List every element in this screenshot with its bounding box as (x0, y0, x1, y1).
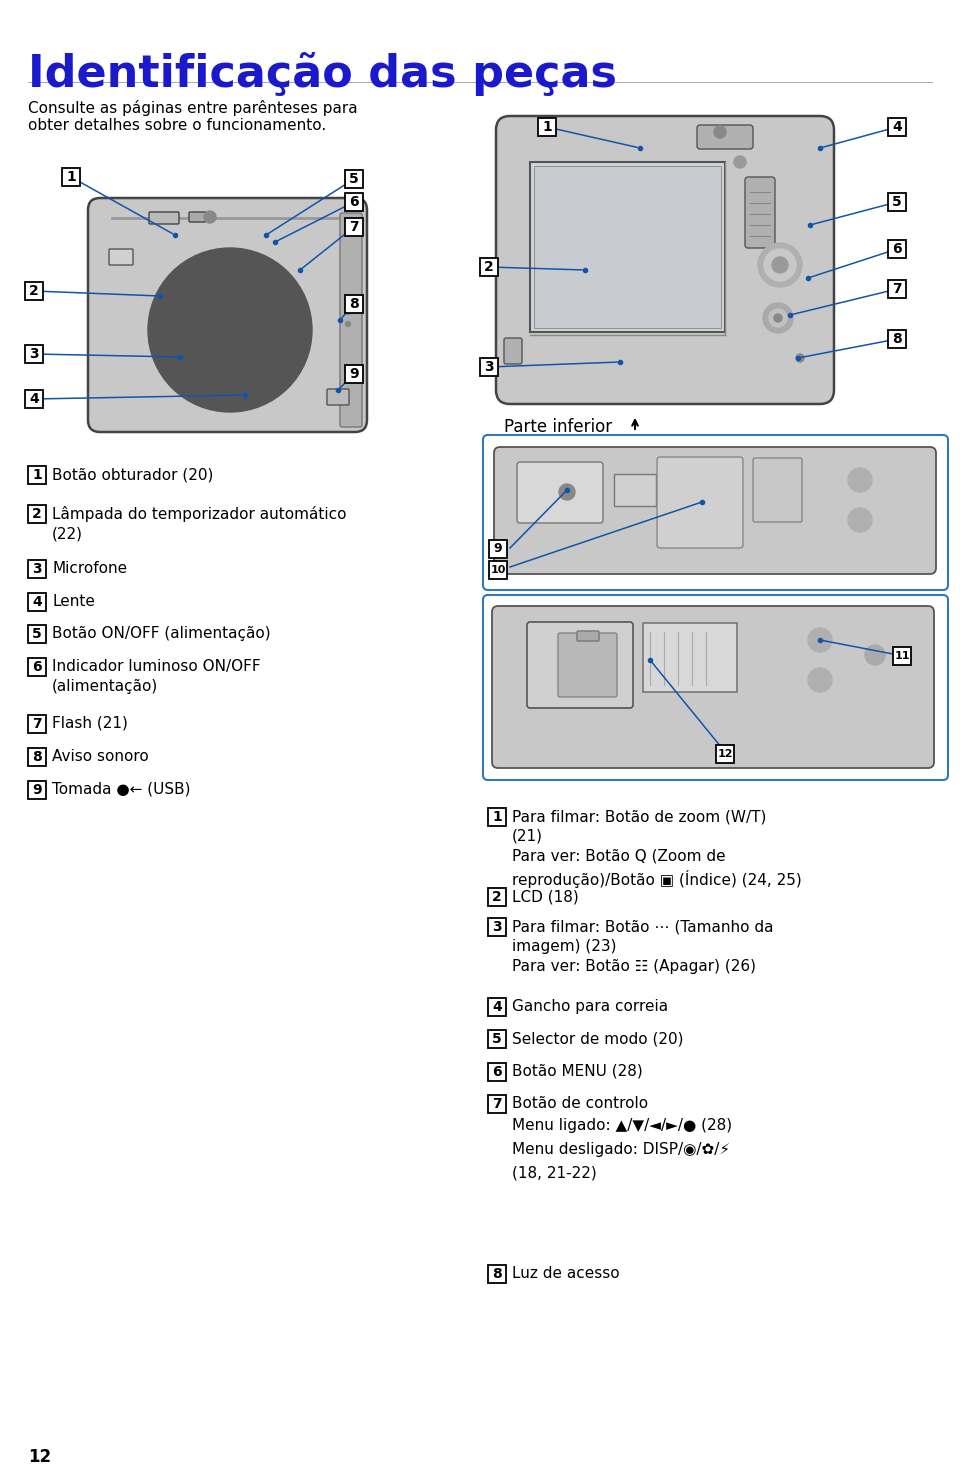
Text: 2: 2 (29, 284, 38, 298)
FancyBboxPatch shape (517, 463, 603, 523)
Text: Para filmar: Botão de zoom (W/T)
(21)
Para ver: Botão Q (Zoom de
reprodução)/Bot: Para filmar: Botão de zoom (W/T) (21) Pa… (512, 809, 802, 888)
Text: 6: 6 (492, 1065, 502, 1080)
FancyBboxPatch shape (28, 594, 46, 611)
Text: Indicador luminoso ON/OFF
(alimentação): Indicador luminoso ON/OFF (alimentação) (52, 658, 260, 694)
Text: Gancho para correia: Gancho para correia (512, 999, 668, 1013)
Text: 7: 7 (349, 219, 359, 234)
FancyBboxPatch shape (753, 458, 802, 521)
Circle shape (808, 667, 832, 692)
Text: 10: 10 (491, 566, 506, 574)
FancyBboxPatch shape (62, 168, 80, 186)
Text: 1: 1 (66, 169, 76, 184)
FancyBboxPatch shape (489, 561, 507, 579)
FancyBboxPatch shape (614, 474, 656, 507)
FancyBboxPatch shape (888, 240, 906, 258)
Text: 8: 8 (492, 1267, 502, 1282)
Text: Identificação das peças: Identificação das peças (28, 52, 617, 96)
FancyBboxPatch shape (345, 365, 363, 383)
Text: 6: 6 (33, 660, 42, 675)
FancyBboxPatch shape (28, 625, 46, 644)
Text: Menu ligado: ▲/▼/◄/►/● (28): Menu ligado: ▲/▼/◄/►/● (28) (512, 1118, 732, 1133)
Circle shape (148, 247, 312, 412)
FancyBboxPatch shape (534, 166, 721, 328)
FancyBboxPatch shape (530, 162, 725, 331)
Text: Selector de modo (20): Selector de modo (20) (512, 1031, 684, 1046)
Text: 8: 8 (892, 331, 901, 346)
Text: 12: 12 (28, 1448, 51, 1466)
FancyBboxPatch shape (340, 214, 362, 427)
Text: Consulte as páginas entre parênteses para
obter detalhes sobre o funcionamento.: Consulte as páginas entre parênteses par… (28, 100, 358, 134)
Text: 9: 9 (349, 367, 359, 382)
FancyBboxPatch shape (888, 118, 906, 136)
Text: 2: 2 (32, 507, 42, 521)
Circle shape (848, 468, 872, 492)
Text: 7: 7 (892, 281, 901, 296)
Text: Aviso sonoro: Aviso sonoro (52, 748, 149, 764)
FancyBboxPatch shape (28, 714, 46, 734)
Text: Microfone: Microfone (52, 561, 127, 576)
FancyBboxPatch shape (888, 330, 906, 348)
FancyBboxPatch shape (745, 177, 775, 247)
Circle shape (222, 323, 238, 337)
FancyBboxPatch shape (657, 457, 743, 548)
FancyBboxPatch shape (488, 1094, 506, 1114)
FancyBboxPatch shape (88, 197, 367, 432)
FancyBboxPatch shape (345, 295, 363, 312)
FancyBboxPatch shape (480, 358, 498, 376)
Circle shape (346, 309, 350, 315)
Circle shape (774, 314, 782, 323)
Text: Botão de controlo: Botão de controlo (512, 1096, 648, 1111)
FancyBboxPatch shape (28, 781, 46, 798)
Text: Botão MENU (28): Botão MENU (28) (512, 1064, 643, 1080)
Text: 3: 3 (492, 921, 502, 934)
FancyBboxPatch shape (488, 999, 506, 1016)
FancyBboxPatch shape (538, 118, 556, 136)
FancyBboxPatch shape (643, 623, 737, 692)
Text: 3: 3 (33, 563, 42, 576)
Text: 3: 3 (29, 348, 38, 361)
FancyBboxPatch shape (28, 505, 46, 523)
FancyBboxPatch shape (558, 633, 617, 697)
Text: 9: 9 (33, 784, 42, 797)
Text: 1: 1 (32, 468, 42, 482)
Circle shape (734, 156, 746, 168)
Text: Para filmar: Botão ⋯ (Tamanho da
imagem) (23)
Para ver: Botão ☷ (Apagar) (26): Para filmar: Botão ⋯ (Tamanho da imagem)… (512, 919, 774, 974)
FancyBboxPatch shape (888, 193, 906, 211)
Text: Botão obturador (20): Botão obturador (20) (52, 467, 213, 482)
Text: 6: 6 (892, 242, 901, 256)
Circle shape (204, 211, 216, 222)
Text: 4: 4 (29, 392, 38, 407)
Text: 4: 4 (492, 1000, 502, 1013)
FancyBboxPatch shape (494, 446, 936, 574)
Circle shape (808, 627, 832, 653)
Circle shape (165, 287, 171, 293)
FancyBboxPatch shape (488, 809, 506, 826)
Text: 2: 2 (492, 890, 502, 904)
FancyBboxPatch shape (496, 116, 834, 404)
Circle shape (160, 261, 300, 401)
Text: 4: 4 (892, 119, 901, 134)
Text: Flash (21): Flash (21) (52, 716, 128, 731)
FancyBboxPatch shape (163, 303, 202, 328)
Circle shape (758, 243, 802, 287)
FancyBboxPatch shape (345, 169, 363, 189)
Text: 9: 9 (493, 542, 502, 555)
Circle shape (163, 284, 173, 295)
Text: Botão ON/OFF (alimentação): Botão ON/OFF (alimentação) (52, 626, 271, 641)
Text: 5: 5 (32, 627, 42, 641)
Text: Lâmpada do temporizador automático
(22): Lâmpada do temporizador automático (22) (52, 507, 347, 542)
Text: 6: 6 (349, 194, 359, 209)
Circle shape (172, 273, 288, 387)
FancyBboxPatch shape (893, 647, 911, 664)
Circle shape (763, 303, 793, 333)
Text: Parte inferior: Parte inferior (504, 418, 612, 436)
Circle shape (346, 298, 350, 302)
Text: 4: 4 (32, 595, 42, 608)
Text: Lente: Lente (52, 594, 95, 608)
FancyBboxPatch shape (488, 918, 506, 935)
FancyBboxPatch shape (28, 658, 46, 676)
Circle shape (764, 249, 796, 281)
FancyBboxPatch shape (345, 193, 363, 211)
FancyBboxPatch shape (480, 258, 498, 275)
Text: 7: 7 (33, 717, 42, 731)
